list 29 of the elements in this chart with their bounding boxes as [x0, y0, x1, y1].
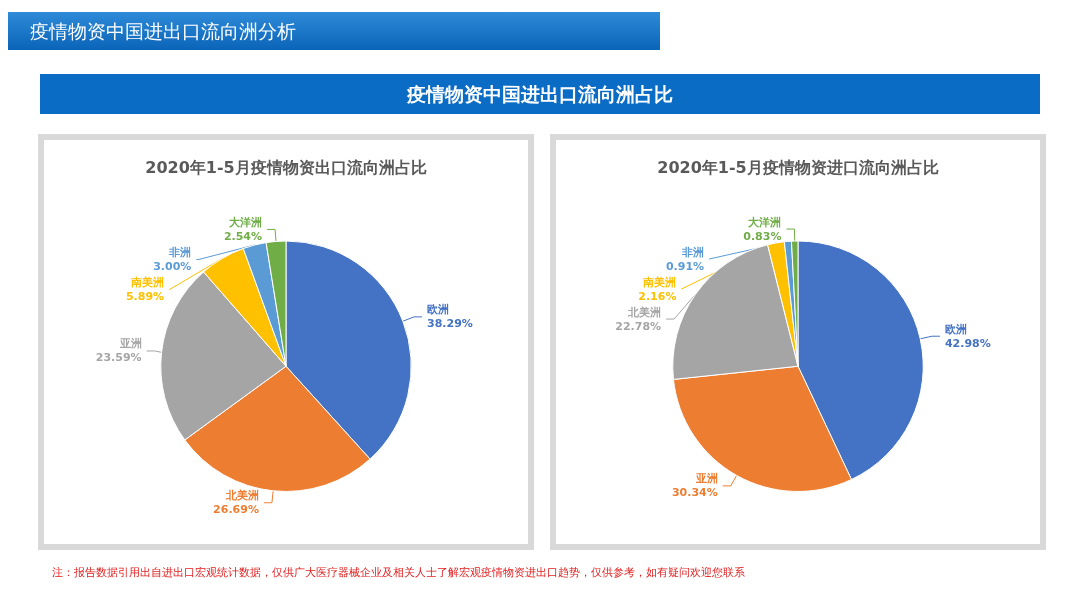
data-label: 26.69%: [213, 503, 259, 517]
slice-label: 亚洲: [118, 337, 142, 351]
slice-label: 南美洲: [642, 275, 677, 289]
text: 疫情物资中国进出口流向洲占比: [40, 74, 1040, 114]
slice-label: 北美洲: [627, 305, 662, 319]
data-label: 23.59%: [95, 351, 142, 365]
data-label: 3.00%: [153, 259, 192, 273]
slice-label: 欧洲: [427, 303, 450, 317]
slice-label: 南美洲: [130, 275, 165, 289]
slice-label: 大洋洲: [748, 215, 782, 229]
data-label: 0.91%: [665, 259, 705, 273]
data-label: 2.16%: [638, 289, 677, 303]
slice-label: 非洲: [168, 245, 192, 259]
text: 注：报告数据引用出自进出口宏观统计数据，仅供广大医疗器械企业及相关人士了解宏观疫情物资进出口趋势，仅供参考，如有疑问欢迎您联系: [52, 566, 745, 580]
slice-label: 欧洲: [944, 322, 967, 336]
chart-title: 2020年1-5月疫情物资进口流向洲占比: [657, 157, 939, 177]
data-label: 22.78%: [615, 319, 662, 333]
slice-label: 非洲: [681, 245, 705, 259]
slice-label: 亚洲: [694, 472, 718, 486]
slice-label: 北美洲: [224, 489, 259, 503]
chart-title: 2020年1-5月疫情物资出口流向洲占比: [145, 157, 427, 177]
data-label: 42.98%: [944, 336, 991, 350]
slice-label: 大洋洲: [229, 215, 263, 229]
data-label: 30.34%: [671, 486, 718, 500]
data-label: 5.89%: [125, 289, 165, 303]
data-label: 38.29%: [427, 317, 473, 331]
data-label: 2.54%: [223, 229, 263, 243]
data-label: 0.83%: [743, 229, 782, 243]
text: 疫情物资中国进出口流向洲分析: [8, 12, 660, 50]
